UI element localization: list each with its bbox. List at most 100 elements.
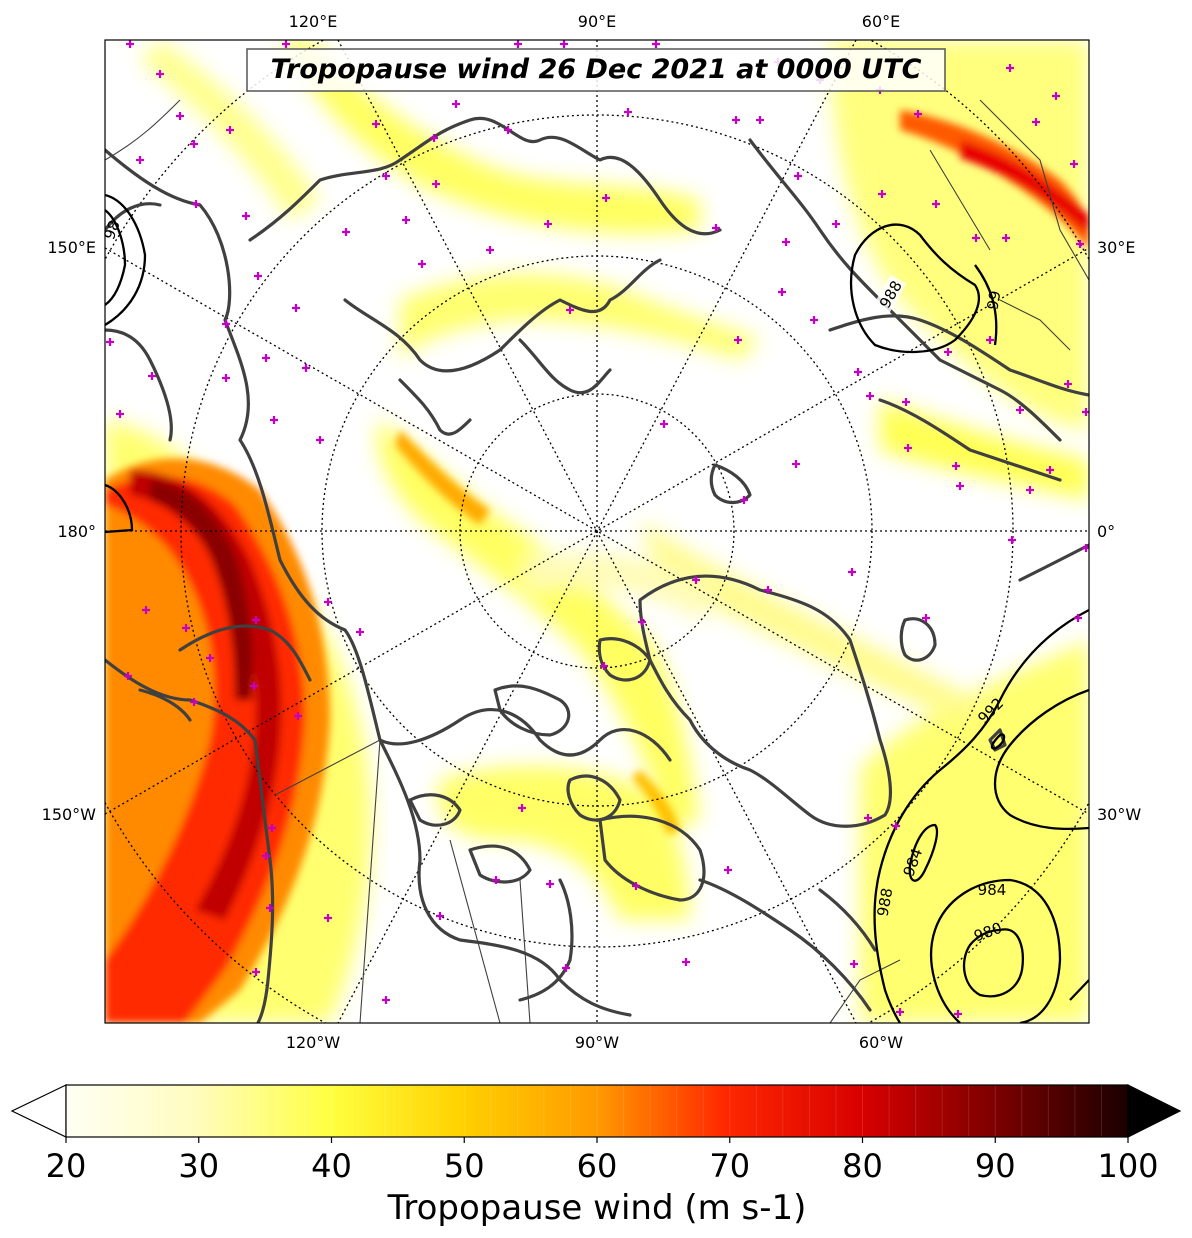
lon-label-top: 120°E xyxy=(289,12,338,31)
colorbar-extend-low xyxy=(10,1084,67,1138)
station-marker xyxy=(156,70,164,78)
station-marker xyxy=(268,824,276,832)
station-marker xyxy=(544,220,552,228)
map-frame xyxy=(104,39,1090,1024)
lon-label-left: 180° xyxy=(57,522,96,541)
station-marker xyxy=(176,112,184,120)
station-marker xyxy=(124,672,132,680)
borders xyxy=(105,99,1089,1023)
colorbar-gradient xyxy=(66,1085,1128,1137)
colorbar-tick-label: 20 xyxy=(46,1147,87,1185)
station-marker xyxy=(878,190,886,198)
station-marker xyxy=(740,496,748,504)
station-marker xyxy=(632,882,640,890)
station-marker xyxy=(734,336,742,344)
station-marker xyxy=(142,606,150,614)
station-marker xyxy=(324,598,332,606)
station-marker xyxy=(342,228,350,236)
station-marker xyxy=(262,852,270,860)
station-marker xyxy=(514,40,522,48)
contour-980 xyxy=(962,928,1024,998)
contour-label: 984 xyxy=(978,881,1007,899)
station-marker xyxy=(206,654,214,662)
contour-left-1 xyxy=(105,193,147,326)
station-marker xyxy=(692,576,700,584)
station-marker xyxy=(652,40,660,48)
station-marker xyxy=(756,116,764,124)
station-marker xyxy=(242,212,250,220)
station-marker xyxy=(956,482,964,490)
station-marker xyxy=(430,134,438,142)
station-marker xyxy=(1008,536,1016,544)
graticule xyxy=(105,40,1089,1023)
station-marker xyxy=(262,354,270,362)
page-title: Tropopause wind 26 Dec 2021 at 0000 UTC xyxy=(271,54,922,85)
station-marker xyxy=(954,1010,962,1018)
station-marker xyxy=(382,172,390,180)
lon-label-bottom: 120°W xyxy=(286,1033,341,1052)
title-box: Tropopause wind 26 Dec 2021 at 0000 UTC xyxy=(246,48,946,92)
station-marker xyxy=(254,272,262,280)
lon-label-top: 90°E xyxy=(578,12,616,31)
station-marker xyxy=(402,216,410,224)
station-marker xyxy=(1070,160,1078,168)
station-marker xyxy=(1052,92,1060,100)
station-marker xyxy=(136,156,144,164)
station-marker xyxy=(904,444,912,452)
station-marker xyxy=(504,126,512,134)
colorbar-tick-label: 90 xyxy=(975,1147,1016,1185)
colorbar-tick-label: 70 xyxy=(709,1147,750,1185)
station-marker xyxy=(432,180,440,188)
station-marker xyxy=(848,568,856,576)
station-marker xyxy=(562,964,570,972)
contour-992-atlantic xyxy=(873,608,1089,1023)
map-panel: 988 99 992 984 988 984 980 98 Tropopause… xyxy=(100,39,1090,1024)
station-marker xyxy=(724,866,732,874)
colorbar-tick-label: 40 xyxy=(311,1147,352,1185)
station-marker xyxy=(222,320,230,328)
station-marker xyxy=(518,804,526,812)
station-marker xyxy=(864,814,872,822)
station-marker xyxy=(914,110,922,118)
lon-label-right: 30°W xyxy=(1097,805,1141,824)
station-marker xyxy=(252,968,260,976)
station-marker xyxy=(764,586,772,594)
station-marker xyxy=(1032,118,1040,126)
station-marker xyxy=(1046,466,1054,474)
station-marker xyxy=(190,140,198,148)
station-marker xyxy=(372,120,380,128)
contour-left-2 xyxy=(105,209,127,306)
lon-label-bottom: 90°W xyxy=(575,1033,619,1052)
colorbar: 20 30 40 50 60 70 80 90 100 Tropopause wind (m s… xyxy=(10,1084,1182,1228)
contour-small-ring xyxy=(990,733,1006,750)
station-marker xyxy=(492,876,500,884)
station-marker xyxy=(546,880,554,888)
station-marker xyxy=(1002,234,1010,242)
station-marker xyxy=(600,662,608,670)
contour-label: 988 xyxy=(874,887,897,918)
lon-label-left: 150°E xyxy=(47,238,96,257)
station-marker xyxy=(126,40,134,48)
station-marker xyxy=(182,624,190,632)
station-marker xyxy=(850,960,858,968)
contour-left-3 xyxy=(105,483,134,534)
station-marker xyxy=(810,316,818,324)
station-marker xyxy=(226,126,234,134)
meridian-150e-30w xyxy=(105,247,1089,815)
coastlines xyxy=(105,116,1089,1023)
station-marker xyxy=(902,398,910,406)
station-marker xyxy=(660,420,668,428)
station-marker xyxy=(732,116,740,124)
station-marker xyxy=(794,172,802,180)
station-marker xyxy=(560,40,568,48)
station-marker xyxy=(116,410,124,418)
colorbar-title: Tropopause wind (m s-1) xyxy=(387,1188,807,1228)
station-marker xyxy=(192,200,200,208)
meridian-150w-30e xyxy=(105,247,1089,815)
colorbar-tick-label: 100 xyxy=(1097,1147,1158,1185)
contour-label: 98 xyxy=(100,218,123,242)
lon-label-bottom: 60°W xyxy=(859,1033,903,1052)
station-marker xyxy=(566,306,574,314)
title-frame xyxy=(246,48,946,92)
station-marker xyxy=(944,348,952,356)
